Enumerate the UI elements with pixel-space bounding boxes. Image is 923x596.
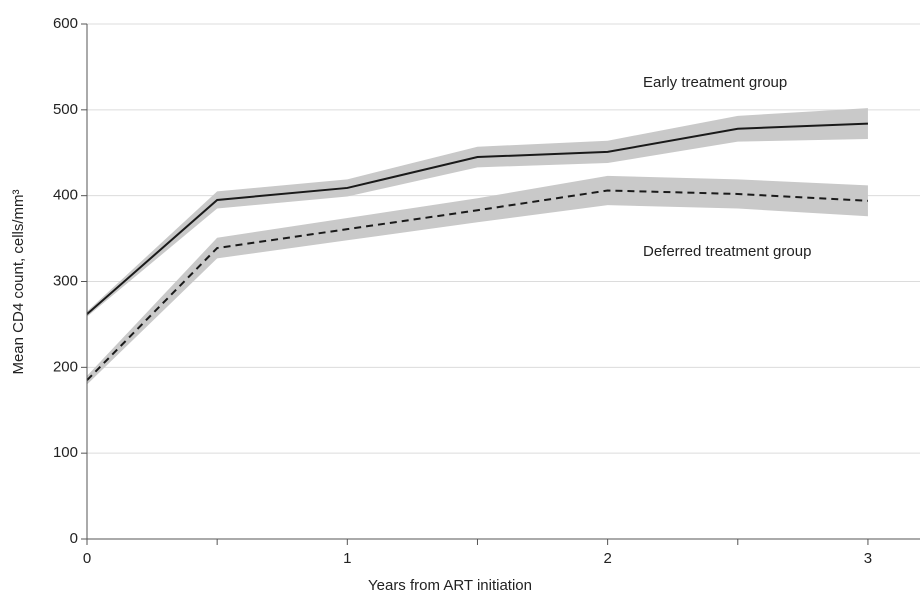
y-tick-label: 400: [53, 187, 78, 204]
y-tick-label: 300: [53, 272, 78, 289]
x-tick-label: 2: [603, 550, 611, 567]
y-tick-label: 100: [53, 444, 78, 461]
y-tick-label: 0: [70, 530, 78, 547]
x-tick-label: 0: [83, 550, 91, 567]
series-line: [86, 189, 868, 381]
series-label: Deferred treatment group: [643, 243, 811, 260]
y-tick-label: 500: [53, 101, 78, 118]
x-tick-label: 3: [864, 550, 872, 567]
series-label: Early treatment group: [643, 74, 787, 91]
series-line: [86, 122, 868, 315]
x-tick-label: 1: [343, 550, 351, 567]
confidence-band: [87, 175, 868, 385]
y-tick-label: 200: [53, 358, 78, 375]
y-axis-label: Mean CD4 count, cells/mm³: [10, 189, 27, 374]
x-axis-label: Years from ART initiation: [368, 577, 532, 594]
y-tick-label: 600: [53, 15, 78, 32]
confidence-band: [87, 108, 868, 317]
